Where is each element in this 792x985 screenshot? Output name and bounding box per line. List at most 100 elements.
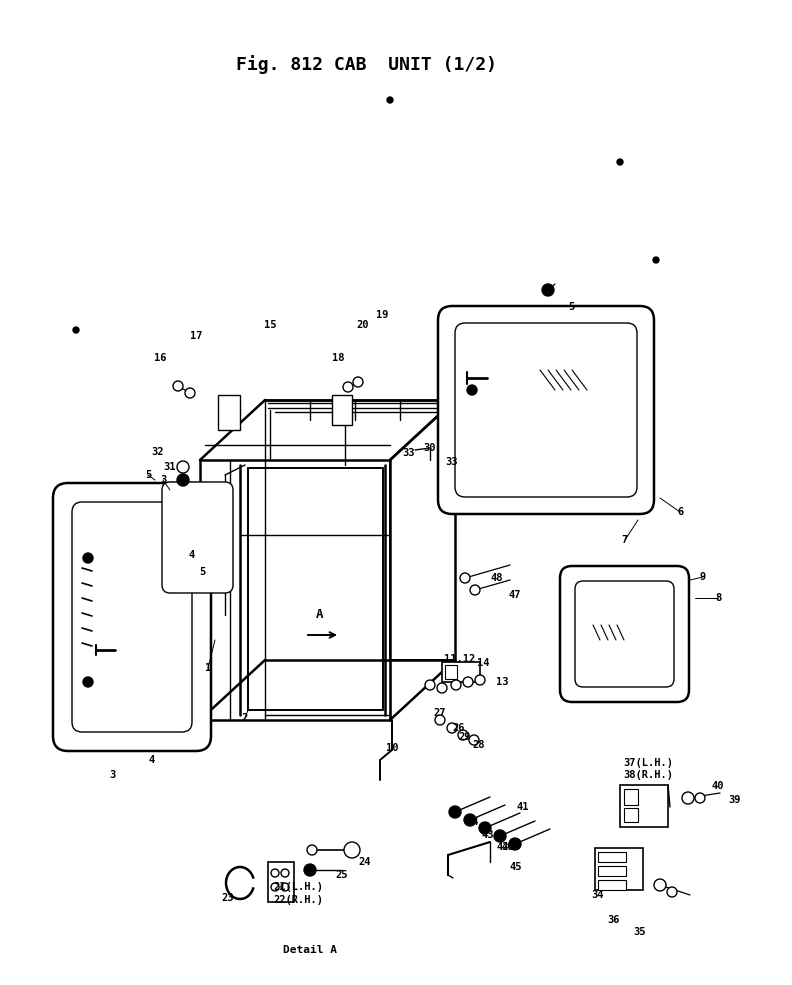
Text: 5: 5: [199, 567, 205, 577]
Circle shape: [173, 381, 183, 391]
Text: 34: 34: [592, 890, 604, 900]
Text: 28: 28: [473, 740, 485, 750]
FancyBboxPatch shape: [268, 862, 294, 902]
Circle shape: [271, 869, 279, 877]
Circle shape: [425, 680, 435, 690]
FancyBboxPatch shape: [624, 789, 638, 805]
Circle shape: [387, 97, 393, 103]
Circle shape: [469, 735, 479, 745]
Circle shape: [653, 257, 659, 263]
FancyBboxPatch shape: [442, 662, 480, 682]
Circle shape: [281, 883, 289, 891]
Text: 11,12: 11,12: [444, 654, 476, 664]
Text: 31: 31: [164, 462, 177, 472]
Text: 30: 30: [424, 443, 436, 453]
Text: 5: 5: [568, 302, 574, 312]
Text: 42: 42: [497, 842, 509, 852]
Circle shape: [682, 792, 694, 804]
FancyBboxPatch shape: [218, 395, 240, 430]
Circle shape: [494, 830, 506, 842]
FancyBboxPatch shape: [598, 852, 626, 862]
Text: 46: 46: [502, 842, 514, 852]
Text: 32: 32: [152, 447, 164, 457]
Circle shape: [475, 675, 485, 685]
Text: 5: 5: [145, 470, 151, 480]
Text: 36: 36: [607, 915, 620, 925]
Text: 44: 44: [466, 817, 479, 827]
FancyBboxPatch shape: [72, 502, 192, 732]
Text: 43: 43: [482, 830, 494, 840]
Text: 16: 16: [154, 353, 166, 363]
Text: 47: 47: [508, 590, 521, 600]
Text: 19: 19: [375, 310, 388, 320]
FancyBboxPatch shape: [624, 808, 638, 822]
Text: 24: 24: [359, 857, 371, 867]
Text: 26: 26: [453, 723, 465, 733]
Text: 21(L.H.): 21(L.H.): [273, 882, 323, 892]
FancyBboxPatch shape: [455, 323, 637, 497]
Circle shape: [177, 461, 189, 473]
Text: 4: 4: [149, 755, 155, 765]
Circle shape: [667, 887, 677, 897]
Text: 48: 48: [491, 573, 503, 583]
Text: 10: 10: [386, 743, 398, 753]
Circle shape: [307, 845, 317, 855]
Text: 9: 9: [700, 572, 706, 582]
Circle shape: [460, 573, 470, 583]
Text: Fig. 812 CAB  UNIT (1/2): Fig. 812 CAB UNIT (1/2): [235, 55, 497, 75]
FancyBboxPatch shape: [438, 306, 654, 514]
Text: 29: 29: [459, 732, 471, 742]
Circle shape: [271, 883, 279, 891]
Text: 1: 1: [205, 663, 211, 673]
Text: 22(R.H.): 22(R.H.): [273, 895, 323, 905]
FancyBboxPatch shape: [620, 785, 668, 827]
Text: 35: 35: [634, 927, 646, 937]
Text: 14: 14: [477, 658, 489, 668]
Text: 15: 15: [264, 320, 276, 330]
Text: 6: 6: [677, 507, 683, 517]
Circle shape: [353, 377, 363, 387]
Text: 27: 27: [434, 708, 446, 718]
Circle shape: [281, 869, 289, 877]
Text: 25: 25: [336, 870, 348, 880]
Text: Detail A: Detail A: [283, 945, 337, 955]
FancyBboxPatch shape: [575, 581, 674, 687]
Circle shape: [83, 677, 93, 687]
Text: 33: 33: [403, 448, 415, 458]
Circle shape: [304, 864, 316, 876]
FancyBboxPatch shape: [595, 848, 643, 890]
Text: 45: 45: [510, 862, 522, 872]
Text: 2: 2: [242, 713, 248, 723]
Text: 40: 40: [712, 781, 724, 791]
Circle shape: [509, 838, 521, 850]
Circle shape: [695, 793, 705, 803]
FancyBboxPatch shape: [53, 483, 211, 751]
Circle shape: [458, 730, 468, 740]
Circle shape: [467, 385, 477, 395]
Circle shape: [185, 388, 195, 398]
Circle shape: [463, 677, 473, 687]
Circle shape: [177, 474, 189, 486]
Text: 33: 33: [446, 457, 459, 467]
Circle shape: [344, 842, 360, 858]
Circle shape: [435, 715, 445, 725]
Text: 23: 23: [222, 893, 234, 903]
Text: 39: 39: [729, 795, 741, 805]
Text: 7: 7: [622, 535, 628, 545]
Circle shape: [73, 327, 79, 333]
FancyBboxPatch shape: [445, 665, 457, 679]
Text: 38(R.H.): 38(R.H.): [623, 770, 673, 780]
Text: 8: 8: [715, 593, 722, 603]
Circle shape: [470, 585, 480, 595]
Text: 17: 17: [190, 331, 202, 341]
Text: 13: 13: [496, 677, 508, 687]
Text: 20: 20: [356, 320, 369, 330]
Text: 3: 3: [109, 770, 115, 780]
FancyBboxPatch shape: [598, 880, 626, 890]
Circle shape: [447, 723, 457, 733]
Text: A: A: [316, 609, 324, 622]
Text: 4: 4: [188, 550, 195, 560]
Text: 3: 3: [160, 475, 166, 485]
Text: 18: 18: [332, 353, 345, 363]
Circle shape: [83, 553, 93, 563]
